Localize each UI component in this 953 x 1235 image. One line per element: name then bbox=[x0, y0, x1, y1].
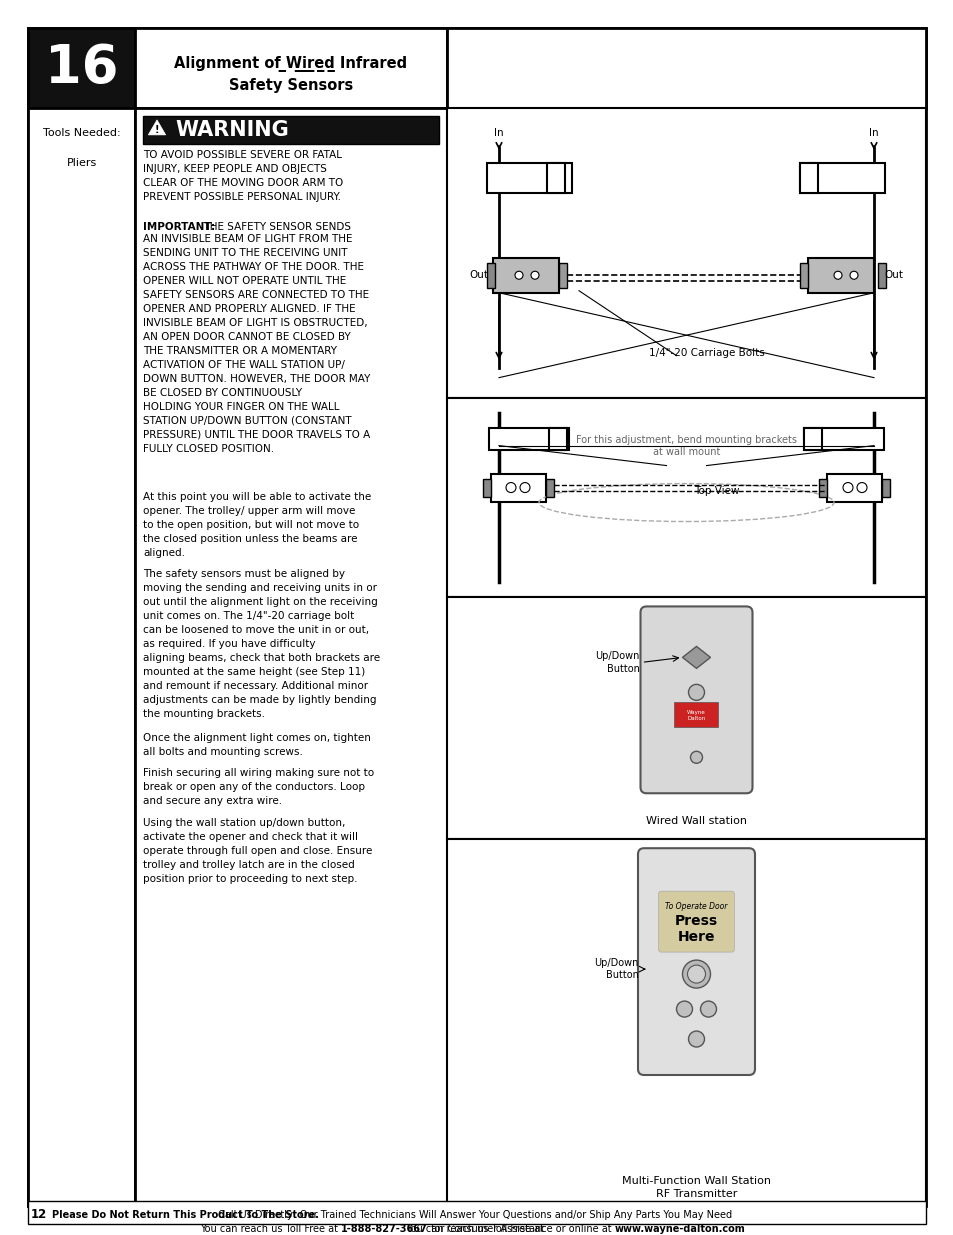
Text: Press
Here: Press Here bbox=[674, 914, 718, 945]
Circle shape bbox=[700, 1002, 716, 1018]
Circle shape bbox=[676, 1002, 692, 1018]
Text: Alignment of ̲W̲i̲r̲e̲d̲ Infrared: Alignment of ̲W̲i̲r̲e̲d̲ Infrared bbox=[174, 56, 407, 72]
Bar bbox=[28, 1200, 925, 1224]
Bar bbox=[135, 28, 447, 107]
Circle shape bbox=[833, 272, 841, 279]
Text: WARNING: WARNING bbox=[174, 120, 289, 140]
Bar bbox=[135, 107, 447, 1205]
Polygon shape bbox=[148, 120, 166, 135]
Text: Wired Wall station: Wired Wall station bbox=[645, 816, 746, 826]
Circle shape bbox=[681, 960, 710, 988]
Bar bbox=[877, 263, 885, 288]
Text: At this point you will be able to activate the
opener. The trolley/ upper arm wi: At this point you will be able to activa… bbox=[143, 492, 371, 557]
Circle shape bbox=[688, 1031, 703, 1047]
Text: Call Us Directly! Our Trained Technicians Will Answer Your Questions and/or Ship: Call Us Directly! Our Trained Technician… bbox=[214, 1210, 731, 1220]
Text: For this adjustment, bend mounting brackets: For this adjustment, bend mounting brack… bbox=[576, 435, 796, 445]
Text: Up/Down
Button: Up/Down Button bbox=[595, 651, 639, 673]
Circle shape bbox=[688, 684, 703, 700]
Text: Once the alignment light comes on, tighten
all bolts and mounting screws.: Once the alignment light comes on, tight… bbox=[143, 734, 371, 757]
Text: In: In bbox=[868, 128, 878, 138]
Text: Pliers: Pliers bbox=[67, 158, 96, 168]
Bar bbox=[546, 163, 564, 193]
Text: !: ! bbox=[154, 125, 159, 135]
Bar bbox=[882, 478, 889, 496]
Text: at wall mount: at wall mount bbox=[652, 447, 720, 457]
FancyBboxPatch shape bbox=[658, 892, 734, 952]
Text: You can reach us Toll Free at: You can reach us Toll Free at bbox=[406, 1224, 547, 1234]
Text: Multi-Function Wall Station
RF Transmitter: Multi-Function Wall Station RF Transmitt… bbox=[621, 1176, 770, 1199]
Text: AN INVISIBLE BEAM OF LIGHT FROM THE
SENDING UNIT TO THE RECEIVING UNIT
ACROSS TH: AN INVISIBLE BEAM OF LIGHT FROM THE SEND… bbox=[143, 233, 370, 453]
Text: To Operate Door: To Operate Door bbox=[664, 902, 727, 910]
Circle shape bbox=[687, 965, 705, 983]
Bar bbox=[447, 28, 925, 107]
FancyBboxPatch shape bbox=[638, 848, 754, 1074]
Text: Up/Down
Button: Up/Down Button bbox=[594, 958, 639, 981]
Text: In: In bbox=[494, 128, 503, 138]
Bar bbox=[482, 478, 491, 496]
Bar bbox=[493, 258, 558, 293]
Text: 1/4"-20 Carriage Bolts: 1/4"-20 Carriage Bolts bbox=[648, 348, 763, 358]
Bar bbox=[826, 473, 882, 501]
Text: Top View: Top View bbox=[693, 485, 739, 495]
Circle shape bbox=[505, 483, 516, 493]
Bar bbox=[800, 163, 817, 193]
Bar bbox=[489, 427, 568, 450]
Bar bbox=[558, 263, 566, 288]
Circle shape bbox=[690, 751, 701, 763]
Bar bbox=[800, 263, 807, 288]
Bar bbox=[486, 163, 572, 193]
Text: Out: Out bbox=[883, 270, 902, 280]
Text: You can reach us Toll Free at: You can reach us Toll Free at bbox=[200, 1224, 341, 1234]
Circle shape bbox=[856, 483, 866, 493]
Bar bbox=[803, 427, 821, 450]
Text: IMPORTANT:: IMPORTANT: bbox=[143, 222, 214, 232]
Text: Safety Sensors: Safety Sensors bbox=[229, 78, 353, 94]
Bar bbox=[28, 28, 135, 107]
Text: Tools Needed:: Tools Needed: bbox=[43, 128, 120, 138]
Bar bbox=[674, 703, 718, 727]
Bar bbox=[486, 263, 495, 288]
Bar bbox=[447, 398, 925, 598]
Bar bbox=[447, 598, 925, 840]
FancyBboxPatch shape bbox=[639, 606, 752, 793]
Text: Please Do Not Return This Product To The Store.: Please Do Not Return This Product To The… bbox=[52, 1210, 318, 1220]
Bar bbox=[491, 473, 545, 501]
Bar bbox=[447, 840, 925, 1205]
Text: TO AVOID POSSIBLE SEVERE OR FATAL
INJURY, KEEP PEOPLE AND OBJECTS
CLEAR OF THE M: TO AVOID POSSIBLE SEVERE OR FATAL INJURY… bbox=[143, 149, 343, 201]
Text: Using the wall station up/down button,
activate the opener and check that it wil: Using the wall station up/down button, a… bbox=[143, 819, 372, 884]
Text: Finish securing all wiring making sure not to
break or open any of the conductor: Finish securing all wiring making sure n… bbox=[143, 768, 374, 806]
Circle shape bbox=[849, 272, 857, 279]
Text: for Consumer Assistance or online at: for Consumer Assistance or online at bbox=[428, 1224, 614, 1234]
Text: 16: 16 bbox=[45, 42, 118, 94]
Bar bbox=[800, 163, 884, 193]
Bar bbox=[545, 478, 554, 496]
Text: 12: 12 bbox=[30, 1208, 48, 1221]
Text: Wayne
Dalton: Wayne Dalton bbox=[686, 710, 705, 721]
Bar bbox=[807, 258, 873, 293]
Circle shape bbox=[842, 483, 852, 493]
Bar bbox=[803, 427, 883, 450]
Text: www.wayne-dalton.com: www.wayne-dalton.com bbox=[614, 1224, 744, 1234]
Circle shape bbox=[519, 483, 530, 493]
Circle shape bbox=[531, 272, 538, 279]
Bar bbox=[143, 116, 438, 143]
Circle shape bbox=[515, 272, 522, 279]
Bar bbox=[548, 427, 566, 450]
Bar bbox=[447, 107, 925, 398]
Bar bbox=[818, 478, 826, 496]
Polygon shape bbox=[681, 646, 710, 668]
Bar bbox=[28, 107, 135, 1205]
Text: The safety sensors must be aligned by
moving the sending and receiving units in : The safety sensors must be aligned by mo… bbox=[143, 569, 379, 720]
Text: Out: Out bbox=[469, 270, 488, 280]
Text: THE SAFETY SENSOR SENDS: THE SAFETY SENSOR SENDS bbox=[196, 222, 351, 232]
Text: 1-888-827-3667: 1-888-827-3667 bbox=[341, 1224, 428, 1234]
